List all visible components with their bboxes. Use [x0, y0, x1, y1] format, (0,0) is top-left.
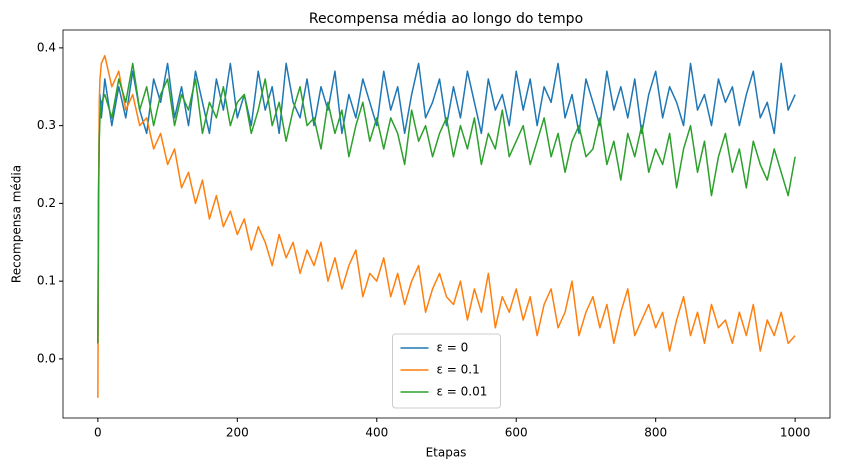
x-tick-label: 1000: [780, 426, 811, 440]
legend-label: ε = 0.1: [437, 363, 480, 377]
plot-frame: [62, 29, 831, 419]
x-tick-label: 800: [644, 426, 667, 440]
chart-title: Recompensa média ao longo do tempo: [309, 11, 583, 27]
y-axis-label: Recompensa média: [10, 165, 24, 283]
legend-label: ε = 0.01: [437, 385, 488, 399]
y-tick-label: 0.0: [37, 351, 56, 365]
x-tick-label: 600: [505, 426, 528, 440]
x-axis-label: Etapas: [426, 446, 467, 460]
series-line: [97, 62, 796, 344]
series-line: [97, 54, 796, 398]
x-tick-label: 200: [226, 426, 249, 440]
x-tick-label: 400: [365, 426, 388, 440]
series-line: [97, 62, 796, 344]
legend-label: ε = 0: [437, 341, 469, 355]
x-tick-label: 0: [94, 426, 102, 440]
y-tick-label: 0.2: [37, 196, 56, 210]
legend-box: [392, 333, 501, 409]
y-tick-label: 0.4: [37, 40, 56, 54]
y-tick-label: 0.1: [37, 274, 56, 288]
y-tick-label: 0.3: [37, 118, 56, 132]
